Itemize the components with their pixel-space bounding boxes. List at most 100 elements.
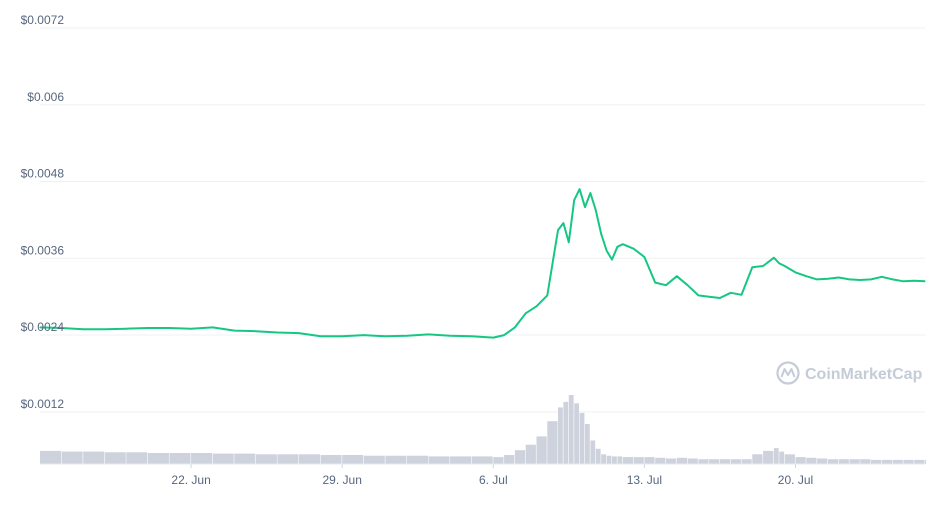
volume-bar <box>666 458 677 464</box>
volume-bar <box>698 459 709 464</box>
price-point <box>492 337 494 339</box>
volume-bar <box>881 459 892 464</box>
x-tick-label: 22. Jun <box>171 473 210 487</box>
price-point <box>870 278 872 280</box>
price-point <box>320 335 322 337</box>
volume-bar <box>255 454 277 464</box>
price-point <box>751 266 753 268</box>
volume-bar <box>606 455 612 464</box>
price-point <box>784 265 786 267</box>
price-point <box>881 276 883 278</box>
volume-bar <box>817 458 828 464</box>
price-point <box>740 294 743 296</box>
price-point <box>762 265 764 267</box>
price-line-layer <box>39 188 926 339</box>
price-point <box>697 294 700 296</box>
volume-bar <box>784 454 795 464</box>
volume-bar <box>191 453 213 464</box>
volume-bar <box>795 457 806 464</box>
price-point <box>82 328 84 330</box>
price-point <box>384 335 386 337</box>
price-point <box>168 327 171 329</box>
volume-bar <box>827 459 839 464</box>
price-point <box>595 209 597 211</box>
volume-bar <box>558 407 563 464</box>
volume-bar <box>514 450 526 464</box>
price-point <box>535 305 538 307</box>
volume-bar <box>547 421 558 464</box>
price-point <box>676 275 678 277</box>
volume-bar <box>40 450 61 464</box>
volume-bar <box>595 448 601 464</box>
y-axis: $0.0072 $0.006 $0.0048 $0.0036 $0.0024 $0.001… <box>21 13 65 411</box>
y-tick-label: $0.0036 <box>21 243 65 257</box>
volume-bar <box>471 456 493 464</box>
price-point <box>255 330 257 332</box>
price-point <box>687 284 689 286</box>
volume-bar <box>806 457 817 464</box>
price-point <box>427 333 430 335</box>
volume-bar <box>676 457 687 464</box>
price-point <box>924 280 926 282</box>
price-point <box>589 192 592 194</box>
volume-bar <box>104 452 126 464</box>
price-point <box>449 335 451 337</box>
volume-bar <box>504 455 515 464</box>
x-tick-label: 6. Jul <box>479 473 508 487</box>
volume-bar <box>574 403 579 464</box>
price-point <box>805 275 807 277</box>
price-point <box>546 294 548 296</box>
coinmarketcap-logo-icon <box>776 361 800 385</box>
price-point <box>147 327 149 329</box>
price-point <box>913 280 915 282</box>
price-point <box>600 233 602 235</box>
price-point <box>562 222 565 224</box>
price-point <box>838 276 840 279</box>
price-point <box>816 278 818 280</box>
volume-bar <box>860 459 871 464</box>
price-point <box>827 278 829 280</box>
price-point <box>730 292 732 294</box>
volume-bar <box>563 401 569 464</box>
volume-bar <box>709 459 720 464</box>
price-point <box>212 326 214 328</box>
volume-bar <box>730 459 741 464</box>
price-point <box>573 199 575 201</box>
price-point <box>902 280 905 282</box>
y-tick-label: $0.006 <box>27 90 64 104</box>
volume-bar <box>719 459 731 464</box>
volume-bar <box>536 436 547 464</box>
price-point <box>778 262 780 264</box>
volume-bar <box>169 453 191 464</box>
price-point <box>794 271 797 273</box>
x-tick-label: 29. Jun <box>323 473 362 487</box>
price-point <box>125 328 127 330</box>
volume-bar <box>892 459 903 464</box>
price-point <box>859 279 861 281</box>
volume-bar <box>655 457 666 464</box>
volume-bar <box>617 456 623 464</box>
volume-bar <box>752 454 763 464</box>
volume-bar <box>925 459 926 464</box>
price-point <box>654 282 656 284</box>
price-point <box>708 296 710 298</box>
price-point <box>39 326 41 328</box>
price-point <box>190 328 192 330</box>
volume-bar <box>773 448 779 464</box>
price-point <box>848 278 851 280</box>
y-tick-label: $0.0024 <box>21 320 65 334</box>
x-tick-label: 20. Jul <box>778 473 813 487</box>
y-tick-label: $0.0048 <box>21 167 65 181</box>
volume-bar <box>622 457 633 464</box>
volume-bar <box>903 459 914 464</box>
volume-bar <box>320 455 342 464</box>
price-point <box>503 334 505 336</box>
volume-bar <box>428 456 450 464</box>
x-axis: 22. Jun 29. Jun 6. Jul 13. Jul 20. Jul <box>40 463 925 487</box>
volume-bar <box>644 457 655 464</box>
volume-bar <box>126 452 148 464</box>
price-point <box>363 334 365 336</box>
price-point <box>633 248 635 250</box>
volume-bar <box>147 453 169 464</box>
